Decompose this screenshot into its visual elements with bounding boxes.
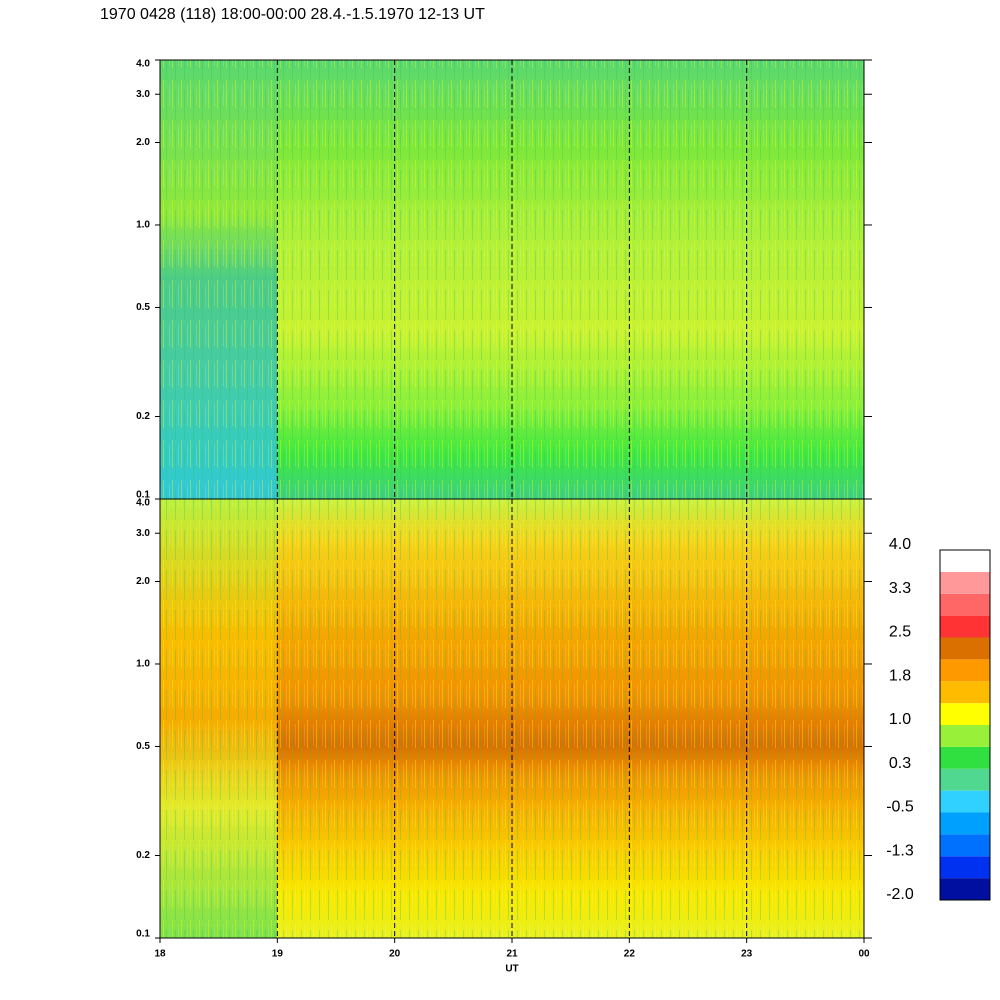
colorbar-band <box>940 703 990 725</box>
colorbar-band <box>940 856 990 879</box>
colorbar-band <box>940 878 990 900</box>
colorbar-band <box>940 681 990 704</box>
colorbar-tick-label: 1.8 <box>889 667 911 684</box>
y-tick-label: 0.1 <box>136 490 150 501</box>
x-tick-label: 22 <box>624 949 636 960</box>
colorbar-tick-label: -2.0 <box>886 886 914 903</box>
colorbar-band <box>940 550 990 572</box>
colorbar-band <box>940 659 990 682</box>
y-tick-label: 2.0 <box>136 137 150 148</box>
colorbar-band <box>940 812 990 835</box>
colorbar-band <box>940 790 990 813</box>
x-tick-label: 21 <box>506 949 518 960</box>
colorbar-band <box>940 571 990 594</box>
colorbar-band <box>940 746 990 769</box>
y-tick-label: 4.0 <box>136 498 150 509</box>
colorbar-band <box>940 615 990 638</box>
colorbar-tick-label: 1.0 <box>889 711 911 728</box>
y-tick-label: 1.0 <box>136 659 150 670</box>
y-tick-label: 2.0 <box>136 576 150 587</box>
y-tick-label: 4.0 <box>136 59 150 70</box>
colorbar-band <box>940 637 990 660</box>
colorbar-band <box>940 768 990 791</box>
chart-title: 1970 0428 (118) 18:00-00:00 28.4.-1.5.19… <box>100 6 485 23</box>
colorbar-tick-label: -0.5 <box>886 799 914 816</box>
y-tick-label: 3.0 <box>136 528 150 539</box>
colorbar-band <box>940 725 990 747</box>
y-tick-label: 0.2 <box>136 411 150 422</box>
x-tick-label: 19 <box>272 949 284 960</box>
x-tick-label: 23 <box>741 949 753 960</box>
colorbar-tick-label: -1.3 <box>886 842 914 859</box>
colorbar-tick-label: 0.3 <box>889 755 911 772</box>
colorbar-tick-label: 3.3 <box>889 580 911 597</box>
colorbar-tick-label: 2.5 <box>889 624 911 641</box>
x-tick-label: 18 <box>154 949 166 960</box>
x-axis-label: UT <box>505 964 518 975</box>
x-tick-label: 20 <box>389 949 401 960</box>
y-tick-label: 0.5 <box>136 741 150 752</box>
y-tick-label: 0.5 <box>136 302 150 313</box>
colorbar-tick-label: 4.0 <box>889 536 911 553</box>
y-tick-label: 1.0 <box>136 220 150 231</box>
y-tick-label: 0.1 <box>136 929 150 940</box>
colorbar-frame <box>939 549 991 901</box>
y-tick-label: 0.2 <box>136 850 150 861</box>
colorbar-band <box>940 834 990 857</box>
colorbar-band <box>940 593 990 616</box>
x-tick-label: 00 <box>858 949 870 960</box>
plot-frame <box>159 498 865 939</box>
y-tick-label: 3.0 <box>136 89 150 100</box>
